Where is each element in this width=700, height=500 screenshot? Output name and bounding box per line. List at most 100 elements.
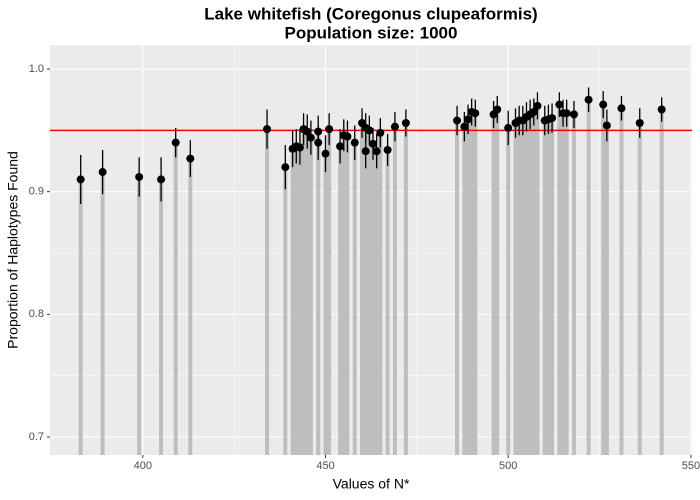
chart-title: Lake whitefish (Coregonus clupeaformis)	[204, 4, 537, 23]
point	[657, 105, 666, 114]
point	[372, 147, 381, 156]
point	[493, 105, 502, 114]
point	[325, 125, 334, 134]
bar	[637, 123, 642, 455]
point	[548, 114, 557, 123]
point	[471, 109, 480, 118]
point	[464, 115, 473, 124]
point	[602, 121, 611, 130]
bar	[550, 118, 555, 456]
bar	[265, 129, 270, 455]
point	[350, 138, 359, 147]
bar	[283, 167, 288, 455]
point	[504, 123, 513, 132]
bar	[301, 129, 306, 455]
point	[171, 138, 180, 147]
point	[157, 175, 166, 184]
bar	[586, 99, 591, 455]
point	[314, 138, 323, 147]
bar	[345, 136, 350, 455]
point	[303, 127, 312, 136]
bar	[374, 151, 379, 455]
bar	[100, 172, 105, 456]
bar	[338, 146, 343, 456]
bar	[290, 148, 295, 455]
point	[529, 107, 538, 116]
bar	[327, 129, 332, 455]
bar	[466, 119, 471, 456]
point	[401, 119, 410, 128]
bar	[528, 114, 533, 456]
point	[599, 100, 608, 109]
point	[383, 145, 392, 154]
bar	[531, 111, 536, 455]
bar	[659, 109, 664, 455]
bar	[392, 126, 397, 455]
point	[343, 132, 352, 141]
bar	[294, 146, 299, 456]
chart-subtitle: Population size: 1000	[285, 23, 458, 42]
bar	[517, 120, 522, 456]
bar	[323, 153, 328, 455]
bar	[491, 114, 496, 456]
point	[533, 101, 542, 110]
x-axis-title: Values of N*	[333, 476, 410, 492]
bar	[308, 137, 313, 455]
point	[186, 154, 195, 163]
point	[635, 119, 644, 128]
bar	[297, 147, 302, 456]
bar	[137, 176, 142, 455]
point	[555, 100, 564, 109]
bar	[542, 120, 547, 456]
point	[569, 110, 578, 119]
x-tick-label: 500	[499, 460, 517, 472]
point	[306, 133, 315, 142]
bar	[619, 108, 624, 455]
point	[76, 175, 85, 184]
bar	[385, 149, 390, 455]
point	[562, 109, 571, 118]
bar	[571, 114, 576, 456]
bar	[367, 130, 372, 455]
bar	[403, 123, 408, 455]
y-tick-label: 0.9	[29, 186, 44, 198]
x-tick-label: 400	[134, 460, 152, 472]
x-tick-label: 450	[316, 460, 334, 472]
bar	[341, 135, 346, 455]
point	[361, 147, 370, 156]
point	[295, 143, 304, 152]
point	[281, 163, 290, 172]
point	[365, 126, 374, 135]
bar	[159, 179, 164, 455]
bar	[495, 109, 500, 455]
point	[453, 116, 462, 125]
point	[135, 172, 144, 181]
point	[336, 142, 345, 151]
point	[390, 122, 399, 131]
bar	[520, 120, 525, 456]
bar	[546, 119, 551, 456]
point	[369, 139, 378, 148]
bar	[371, 143, 376, 456]
bar	[513, 123, 518, 455]
bar	[188, 158, 193, 455]
bar	[557, 104, 562, 455]
bar	[78, 179, 83, 455]
bar	[535, 105, 540, 455]
bar	[473, 113, 478, 455]
point	[376, 128, 385, 137]
bar	[305, 131, 310, 455]
y-tick-label: 1.0	[29, 63, 44, 75]
point	[617, 104, 626, 113]
point	[321, 149, 330, 158]
point	[98, 168, 107, 177]
bar	[455, 120, 460, 456]
bar	[360, 123, 365, 455]
bar	[561, 113, 566, 455]
bar	[469, 111, 474, 455]
bar	[601, 104, 606, 455]
y-tick-label: 0.7	[29, 431, 44, 443]
bar	[352, 142, 357, 456]
bar	[173, 142, 178, 456]
